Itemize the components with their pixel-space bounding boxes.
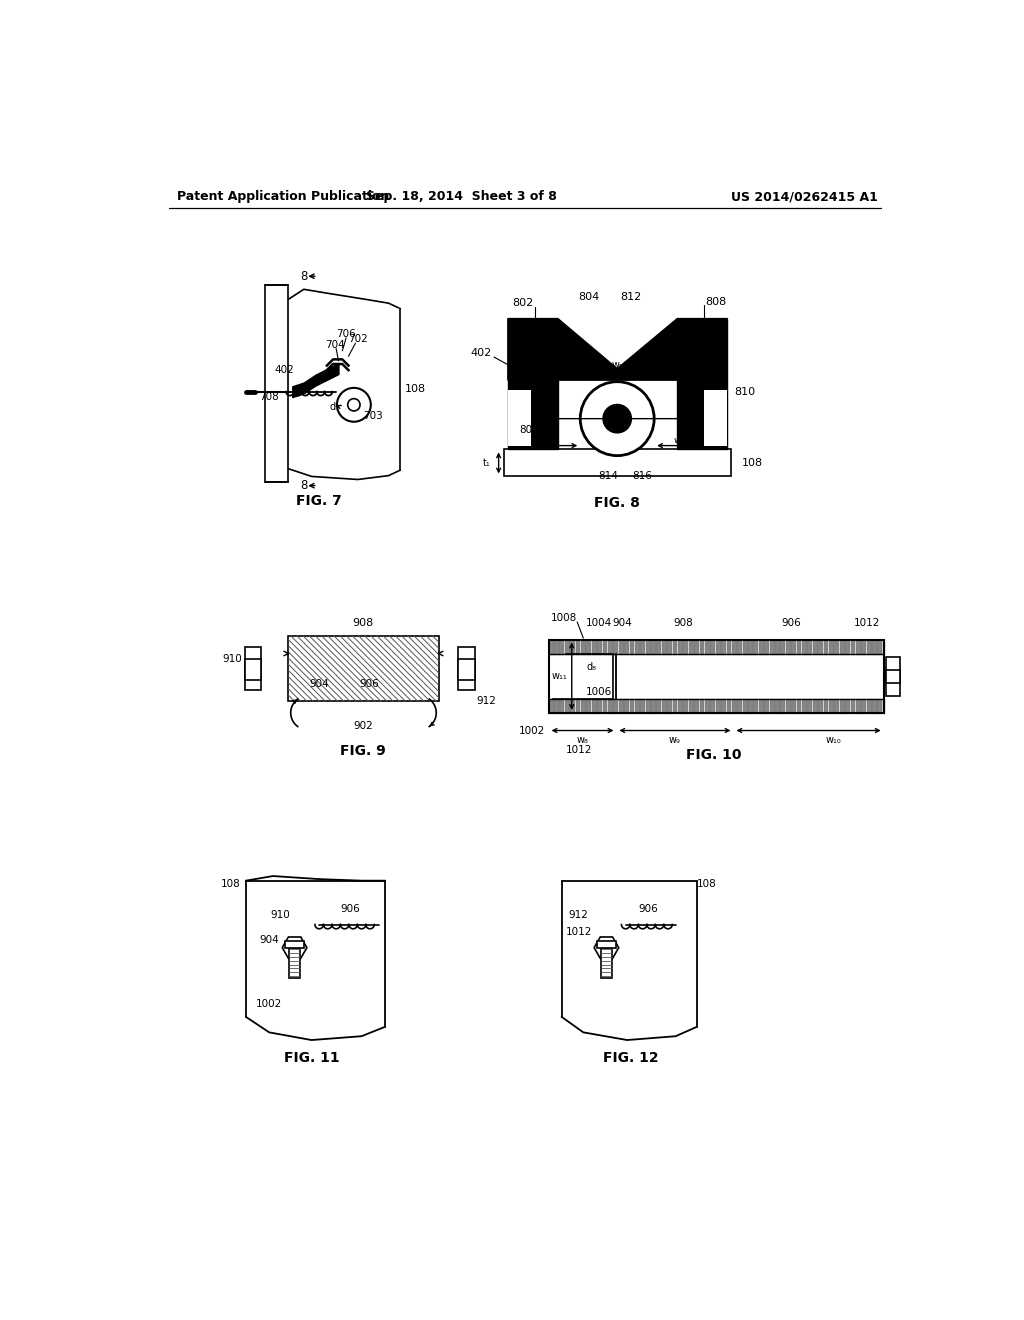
Text: 108: 108 <box>221 879 241 888</box>
Polygon shape <box>617 318 727 380</box>
Polygon shape <box>677 318 727 449</box>
Text: w₆: w₆ <box>611 408 624 417</box>
Circle shape <box>603 405 631 433</box>
Text: w₉: w₉ <box>669 735 681 744</box>
Text: 902: 902 <box>353 721 373 731</box>
Text: 906: 906 <box>781 618 801 628</box>
Text: FIG. 11: FIG. 11 <box>284 1051 339 1065</box>
Text: w₈: w₈ <box>577 735 589 744</box>
Polygon shape <box>594 937 618 958</box>
Text: 1012: 1012 <box>565 927 592 937</box>
Bar <box>504 449 731 477</box>
Text: 906: 906 <box>359 678 379 689</box>
Text: US 2014/0262415 A1: US 2014/0262415 A1 <box>731 190 878 203</box>
Text: 706: 706 <box>336 329 356 339</box>
Text: 708: 708 <box>259 392 279 403</box>
Text: 704: 704 <box>325 339 344 350</box>
Text: 1008: 1008 <box>551 612 578 623</box>
Text: 910: 910 <box>270 909 291 920</box>
Bar <box>245 647 261 689</box>
Text: w₁₀: w₁₀ <box>825 735 842 744</box>
Circle shape <box>581 381 654 455</box>
Text: 812: 812 <box>621 292 642 302</box>
Text: 108: 108 <box>742 458 763 467</box>
Text: FIG. 10: FIG. 10 <box>686 748 742 762</box>
Text: 908: 908 <box>674 618 693 628</box>
Polygon shape <box>508 318 558 449</box>
Bar <box>265 285 289 482</box>
Text: 808: 808 <box>706 297 726 306</box>
Text: 908: 908 <box>352 618 374 628</box>
Text: 904: 904 <box>259 935 279 945</box>
Text: 912: 912 <box>476 696 497 706</box>
Text: 108: 108 <box>696 879 717 888</box>
Text: 806: 806 <box>519 425 540 436</box>
Text: FIG. 8: FIG. 8 <box>594 496 640 511</box>
Text: 910: 910 <box>222 653 242 664</box>
Text: 906: 906 <box>638 904 657 915</box>
Text: 1006: 1006 <box>586 686 612 697</box>
Text: 912: 912 <box>568 909 589 920</box>
Bar <box>458 659 475 680</box>
Text: Patent Application Publication: Patent Application Publication <box>177 190 389 203</box>
Text: 816: 816 <box>633 471 652 482</box>
Text: 1002: 1002 <box>256 999 283 1008</box>
Text: 904: 904 <box>309 678 329 689</box>
Bar <box>458 647 475 689</box>
Text: 1002: 1002 <box>518 726 545 735</box>
Bar <box>508 391 531 446</box>
Bar <box>286 941 304 948</box>
Bar <box>289 636 438 701</box>
Circle shape <box>337 388 371 422</box>
Polygon shape <box>508 318 617 380</box>
Text: w₅: w₅ <box>611 360 623 370</box>
Bar <box>886 669 900 682</box>
Text: 402: 402 <box>470 348 492 358</box>
Text: 814: 814 <box>598 471 617 482</box>
Bar <box>289 948 300 978</box>
Bar <box>597 941 615 948</box>
Text: 802: 802 <box>513 298 534 308</box>
Text: 108: 108 <box>404 384 426 395</box>
Bar <box>245 659 261 680</box>
Text: w₇: w₇ <box>674 436 684 445</box>
Bar <box>549 640 884 713</box>
Text: FIG. 9: FIG. 9 <box>340 744 386 758</box>
Text: d₈: d₈ <box>586 661 596 672</box>
Text: d₇: d₇ <box>330 403 340 412</box>
Text: 703: 703 <box>364 412 383 421</box>
Text: 8: 8 <box>300 269 307 282</box>
Text: w₁₁: w₁₁ <box>552 671 567 681</box>
Text: 402: 402 <box>274 366 295 375</box>
Text: t₁: t₁ <box>483 458 490 467</box>
Text: Sep. 18, 2014  Sheet 3 of 8: Sep. 18, 2014 Sheet 3 of 8 <box>367 190 557 203</box>
Bar <box>705 391 727 446</box>
Text: 8: 8 <box>300 479 307 492</box>
Text: 804: 804 <box>579 292 599 302</box>
Text: 1012: 1012 <box>853 618 880 628</box>
Text: 1012: 1012 <box>566 744 593 755</box>
Text: 1004: 1004 <box>586 618 612 628</box>
Text: w₇: w₇ <box>549 436 559 445</box>
Text: 906: 906 <box>340 904 359 915</box>
Bar <box>601 948 611 978</box>
Text: FIG. 12: FIG. 12 <box>603 1051 658 1065</box>
Text: 904: 904 <box>612 618 632 628</box>
Text: 702: 702 <box>348 334 368 345</box>
Text: FIG. 7: FIG. 7 <box>296 494 342 508</box>
Circle shape <box>348 399 360 411</box>
Text: 810: 810 <box>734 387 756 397</box>
Polygon shape <box>283 937 307 958</box>
Bar <box>886 656 900 696</box>
